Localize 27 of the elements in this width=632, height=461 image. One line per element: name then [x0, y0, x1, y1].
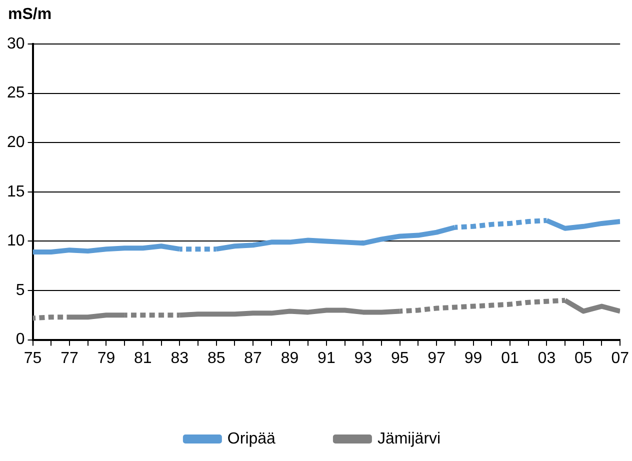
x-tick-label: 91 — [318, 350, 336, 367]
x-tick-label: 97 — [428, 350, 446, 367]
x-tick-label: 89 — [280, 350, 299, 367]
y-tick-label: 25 — [7, 84, 25, 102]
x-tick-label: 07 — [611, 350, 630, 367]
x-tick-label: 93 — [354, 350, 372, 367]
y-tick-label: 5 — [16, 282, 25, 299]
x-tick-label: 77 — [60, 350, 79, 367]
x-tick-label: 81 — [134, 350, 152, 367]
x-tick-label: 85 — [207, 350, 226, 367]
x-tick-label: 79 — [97, 350, 116, 367]
x-tick-label: 95 — [390, 350, 409, 367]
x-tick-label: 99 — [464, 350, 482, 367]
x-tick-label: 75 — [24, 350, 42, 367]
y-axis-title: mS/m — [8, 6, 52, 24]
y-tick-label: 10 — [7, 232, 25, 250]
legend-label: Jämijärvi — [377, 430, 441, 448]
y-tick-label: 30 — [7, 35, 25, 52]
y-tick-label: 0 — [16, 331, 25, 348]
x-tick-label: 03 — [538, 350, 556, 367]
y-tick-label: 20 — [7, 134, 25, 152]
x-tick-label: 01 — [501, 350, 519, 367]
x-tick-label: 83 — [170, 350, 189, 367]
x-tick-label: 87 — [244, 350, 262, 367]
x-tick-label: 05 — [574, 350, 592, 367]
y-tick-label: 15 — [7, 183, 25, 200]
legend-label: Oripää — [227, 430, 276, 448]
